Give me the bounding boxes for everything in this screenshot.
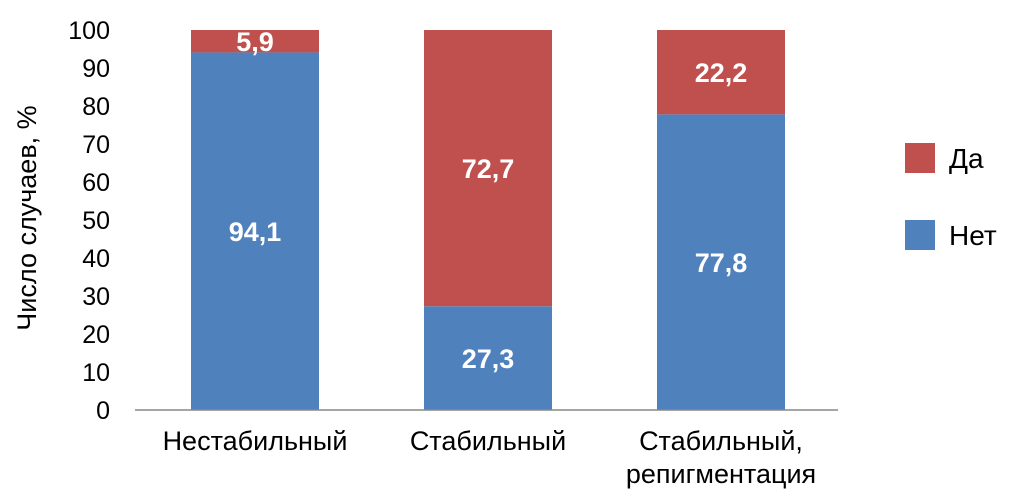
y-tick-label: 10 — [82, 359, 110, 387]
y-tick-label: 50 — [82, 207, 110, 235]
bar-segment — [191, 52, 319, 411]
bar-segment — [191, 30, 319, 53]
y-tick-label: 80 — [82, 93, 110, 121]
data-label: 22,2 — [695, 58, 748, 88]
data-label: 5,9 — [236, 27, 274, 57]
legend-label: Нет — [949, 220, 997, 251]
bar-segment — [657, 114, 785, 411]
legend-swatch — [905, 220, 935, 250]
y-tick-label: 40 — [82, 245, 110, 273]
legend-label: Да — [949, 143, 984, 174]
bar-segment — [424, 306, 552, 410]
legend-swatch — [905, 143, 935, 173]
data-label: 27,3 — [462, 344, 515, 374]
y-tick-label: 70 — [82, 131, 110, 159]
category-label: репигментация — [626, 459, 816, 489]
bar-segment — [657, 30, 785, 115]
y-tick-label: 100 — [68, 17, 110, 45]
y-axis-title: Число случаев, % — [12, 105, 42, 330]
category-label: Стабильный, — [639, 426, 803, 456]
y-tick-label: 20 — [82, 321, 110, 349]
category-label: Нестабильный — [163, 426, 348, 456]
y-tick-label: 60 — [82, 169, 110, 197]
bars: 94,1 5,9 27,3 72,7 77,8 22,2 — [191, 27, 785, 411]
legend: Да Нет — [905, 143, 997, 251]
data-label: 94,1 — [229, 217, 282, 247]
y-tick-label: 30 — [82, 283, 110, 311]
category-label: Стабильный — [410, 426, 566, 456]
category-labels: Нестабильный Стабильный Стабильный,репигме… — [163, 426, 817, 489]
data-label: 77,8 — [695, 248, 748, 278]
y-tick-label: 0 — [96, 397, 110, 425]
y-axis-ticks: 0 10 20 30 40 50 60 70 80 90 100 — [68, 17, 110, 425]
bar-segment — [424, 30, 552, 307]
data-label: 72,7 — [462, 154, 515, 184]
y-tick-label: 90 — [82, 55, 110, 83]
